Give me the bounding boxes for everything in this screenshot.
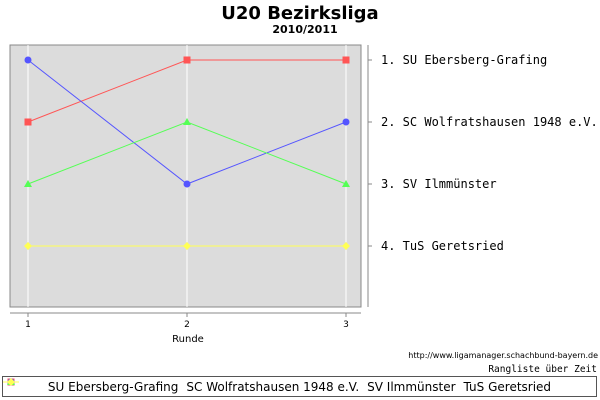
legend-label: SV Ilmmünster xyxy=(367,379,456,394)
right-axis-labels: 1. SU Ebersberg-Grafing 2. SC Wolfratshau… xyxy=(368,53,598,253)
plot-background xyxy=(9,44,362,308)
x-tick-label: 2 xyxy=(184,320,190,330)
legend-item: TuS Geretsried xyxy=(3,378,552,394)
data-point xyxy=(183,242,191,250)
legend-item: SU Ebersberg-Grafing xyxy=(3,378,179,394)
grid-lines xyxy=(27,45,347,307)
x-axis-label: Runde xyxy=(172,334,204,345)
right-axis-label: 2. SC Wolfratshausen 1948 e.V. xyxy=(381,115,598,129)
data-point xyxy=(183,118,191,125)
x-tick-label: 1 xyxy=(25,320,31,330)
legend-label: TuS Geretsried xyxy=(463,379,552,394)
legend-label: SU Ebersberg-Grafing xyxy=(47,379,179,394)
data-point xyxy=(24,118,32,126)
data-point xyxy=(342,56,350,64)
source-url: http://www.ligamanager.schachbund-bayern… xyxy=(408,351,598,360)
data-point xyxy=(24,180,32,187)
right-axis-label: 1. SU Ebersberg-Grafing xyxy=(381,53,547,67)
data-point xyxy=(183,56,191,64)
data-point xyxy=(24,56,32,64)
legend-swatch xyxy=(3,378,19,386)
legend: SU Ebersberg-Grafing SC Wolfratshausen 19… xyxy=(2,376,597,397)
legend-item: SV Ilmmünster xyxy=(3,378,456,394)
data-point xyxy=(24,242,32,250)
x-tick-label: 3 xyxy=(343,320,349,330)
series-lines xyxy=(24,56,350,250)
chart-caption: Rangliste über Zeit xyxy=(488,364,597,375)
data-point xyxy=(342,242,350,250)
right-axis-label: 3. SV Ilmmünster xyxy=(381,177,497,191)
right-axis-label: 4. TuS Geretsried xyxy=(381,239,504,253)
legend-label: SC Wolfratshausen 1948 e.V. xyxy=(186,379,360,394)
data-point xyxy=(183,180,191,188)
chart-subtitle: 2010/2011 xyxy=(272,23,338,36)
data-point xyxy=(342,180,350,187)
legend-item: SC Wolfratshausen 1948 e.V. xyxy=(3,378,360,394)
chart-title: U20 Bezirksliga xyxy=(221,3,379,24)
x-ticks: 1 2 3 xyxy=(25,313,349,330)
data-point xyxy=(342,118,350,126)
